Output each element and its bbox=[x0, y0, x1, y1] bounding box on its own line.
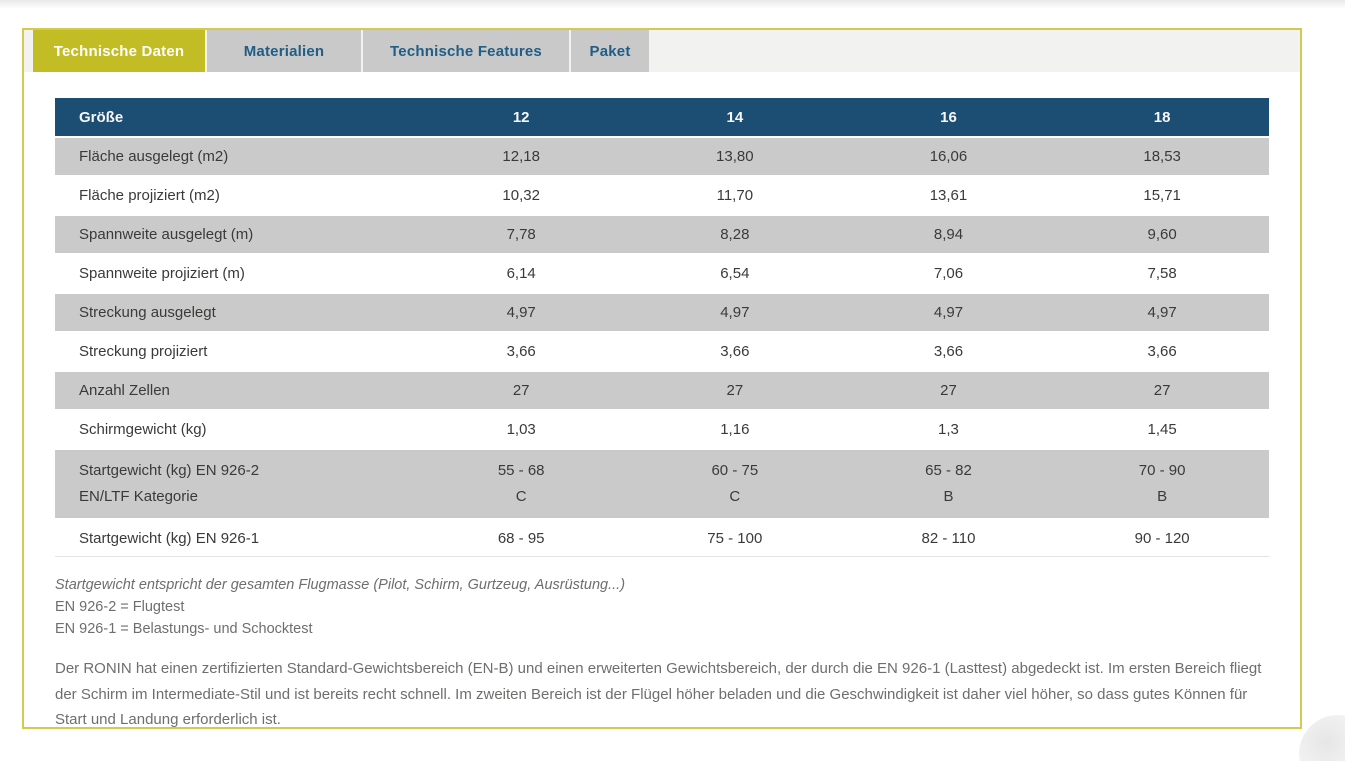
row-value: 9,60 bbox=[1147, 226, 1177, 243]
column-header-size: 14 bbox=[726, 108, 744, 126]
row-value: 27 bbox=[940, 382, 957, 399]
row-value: 7,78 bbox=[506, 226, 536, 243]
tab-content: Größe 12 14 16 18 Fläche ausgelegt (m2) 12,18 1… bbox=[24, 72, 1300, 728]
row-value: 18,53 bbox=[1143, 148, 1181, 165]
tab-technische-features[interactable]: Technische Features bbox=[363, 30, 569, 72]
row-value: 7,58 bbox=[1147, 265, 1177, 282]
column-header-size: 12 bbox=[512, 108, 530, 126]
row-value: 6,54 bbox=[720, 265, 750, 282]
row-value: 13,61 bbox=[929, 187, 968, 204]
row-value: 27 bbox=[726, 382, 744, 399]
row-value: 10,32 bbox=[502, 187, 540, 204]
row-value: 55 - 68 C bbox=[497, 462, 545, 505]
footnote-line: Startgewicht entspricht der gesamten Flu… bbox=[55, 577, 626, 593]
table-row: Anzahl Zellen 27 27 27 27 bbox=[55, 372, 1269, 409]
row-value: 12,18 bbox=[502, 148, 540, 165]
row-label: Schirmgewicht (kg) bbox=[79, 421, 207, 438]
row-label: Spannweite projiziert (m) bbox=[79, 265, 245, 282]
row-label: Spannweite ausgelegt (m) bbox=[79, 226, 254, 243]
footnotes: Startgewicht entspricht der gesamten Flu… bbox=[55, 574, 1269, 640]
page-top-shadow bbox=[0, 0, 1345, 9]
footnote-line: EN 926-1 = Belastungs- und Schocktest bbox=[55, 621, 313, 637]
tab-paket[interactable]: Paket bbox=[571, 30, 649, 72]
row-label: Anzahl Zellen bbox=[79, 382, 170, 399]
table-row: Startgewicht (kg) EN 926-1 68 - 95 75 - 10… bbox=[55, 520, 1269, 557]
technical-data-panel: Technische Daten Materialien Technische Fe… bbox=[22, 28, 1302, 729]
table-header-row: Größe 12 14 16 18 bbox=[55, 98, 1269, 136]
description-paragraph: Der RONIN hat einen zertifizierten Stand… bbox=[55, 660, 1262, 728]
row-value: 15,71 bbox=[1143, 187, 1181, 204]
table-row: Streckung ausgelegt 4,97 4,97 4,97 4,97 bbox=[55, 294, 1269, 331]
footnote-line: EN 926-2 = Flugtest bbox=[55, 599, 185, 615]
tab-technische-daten[interactable]: Technische Daten bbox=[33, 30, 205, 72]
row-value: 1,45 bbox=[1147, 421, 1177, 438]
row-value: 4,97 bbox=[720, 304, 750, 321]
row-value: 3,66 bbox=[933, 343, 964, 360]
row-value: 11,70 bbox=[716, 187, 754, 204]
row-label: Fläche ausgelegt (m2) bbox=[79, 148, 229, 165]
row-value: 90 - 120 bbox=[1134, 529, 1190, 547]
table-row: Streckung projiziert 3,66 3,66 3,66 3,66 bbox=[55, 333, 1269, 370]
table-row: Fläche projiziert (m2) 10,32 11,70 13,61 15,… bbox=[55, 177, 1269, 214]
row-value: 27 bbox=[1153, 382, 1171, 399]
tab-bar: Technische Daten Materialien Technische Fe… bbox=[24, 30, 1300, 72]
row-value: 3,66 bbox=[720, 343, 750, 360]
row-label: Startgewicht (kg) EN 926-2 EN/LTF Kategor… bbox=[79, 462, 260, 505]
row-value: 13,80 bbox=[716, 148, 754, 165]
row-value: 16,06 bbox=[929, 148, 968, 165]
table-row: Fläche ausgelegt (m2) 12,18 13,80 16,06 18,5… bbox=[55, 138, 1269, 175]
spec-table: Größe 12 14 16 18 Fläche ausgelegt (m2) 12,18 1… bbox=[55, 98, 1269, 557]
tab-materialien[interactable]: Materialien bbox=[207, 30, 361, 72]
row-value: 75 - 100 bbox=[707, 529, 763, 547]
table-row: Spannweite projiziert (m) 6,14 6,54 7,06 7,5… bbox=[55, 255, 1269, 292]
row-value: 1,3 bbox=[938, 421, 959, 438]
row-value: 8,28 bbox=[720, 226, 750, 243]
row-value: 8,94 bbox=[933, 226, 964, 243]
row-value: 3,66 bbox=[506, 343, 536, 360]
row-value: 60 - 75 C bbox=[711, 462, 759, 505]
column-header-size: 18 bbox=[1153, 108, 1171, 126]
table-row: Spannweite ausgelegt (m) 7,78 8,28 8,94 9,60 bbox=[55, 216, 1269, 253]
row-value: 4,97 bbox=[506, 304, 536, 321]
table-row: Schirmgewicht (kg) 1,03 1,16 1,3 1,45 bbox=[55, 411, 1269, 448]
row-label: Streckung ausgelegt bbox=[79, 304, 216, 321]
row-value: 82 - 110 bbox=[921, 529, 976, 547]
row-label: Startgewicht (kg) EN 926-1 bbox=[79, 529, 260, 547]
row-value: 1,03 bbox=[506, 421, 536, 438]
row-value: 6,14 bbox=[506, 265, 536, 282]
row-value: 3,66 bbox=[1147, 343, 1177, 360]
row-value: 70 - 90 B bbox=[1138, 462, 1186, 505]
column-header-label: Größe bbox=[79, 108, 124, 126]
row-label: Streckung projiziert bbox=[79, 343, 208, 360]
row-label: Fläche projiziert (m2) bbox=[79, 187, 220, 204]
column-header-size: 16 bbox=[940, 108, 957, 126]
row-value: 4,97 bbox=[933, 304, 964, 321]
row-value: 68 - 95 bbox=[497, 529, 545, 547]
row-value: 1,16 bbox=[720, 421, 750, 438]
table-row: Startgewicht (kg) EN 926-2 EN/LTF Kategor… bbox=[55, 450, 1269, 518]
row-value: 27 bbox=[512, 382, 530, 399]
corner-shadow bbox=[1299, 715, 1345, 761]
row-value: 4,97 bbox=[1147, 304, 1177, 321]
row-value: 7,06 bbox=[933, 265, 964, 282]
row-value: 65 - 82 B bbox=[925, 462, 972, 505]
